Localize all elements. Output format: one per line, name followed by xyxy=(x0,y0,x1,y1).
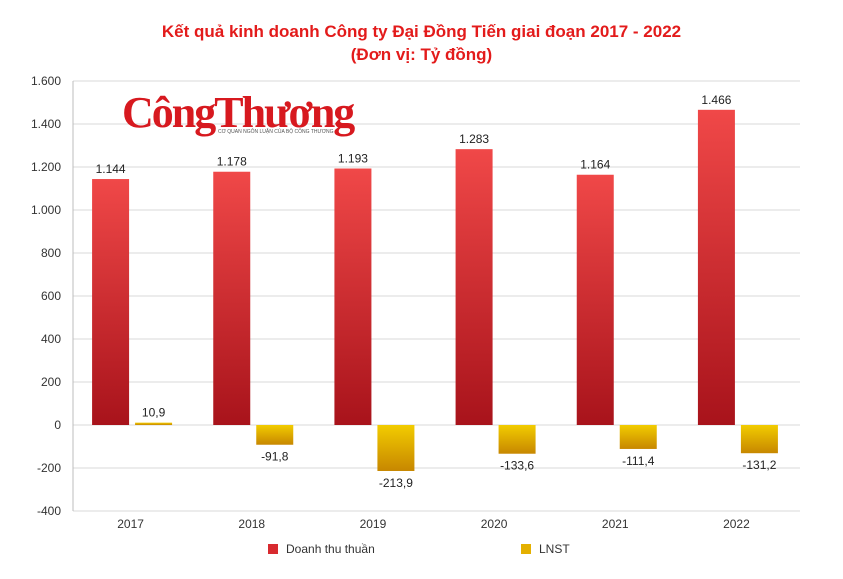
bar-revenue xyxy=(334,168,372,425)
bar-profit xyxy=(740,425,778,454)
data-label-revenue: 1.178 xyxy=(217,155,247,169)
data-label-profit: 10,9 xyxy=(142,406,166,420)
data-label-revenue: 1.193 xyxy=(338,152,368,166)
data-label-revenue: 1.144 xyxy=(96,162,126,176)
legend-label-profit: LNST xyxy=(539,542,570,556)
x-tick-label: 2021 xyxy=(602,517,629,531)
y-tick-label: -200 xyxy=(37,461,61,475)
legend-item-profit: LNST xyxy=(521,542,570,556)
chart-subtitle: (Đơn vị: Tỷ đồng) xyxy=(350,45,493,64)
y-tick-label: 0 xyxy=(54,418,61,432)
y-tick-label: 200 xyxy=(41,375,61,389)
data-label-profit: -91,8 xyxy=(261,450,289,464)
data-label-profit: -111,4 xyxy=(622,454,655,468)
y-tick-label: 600 xyxy=(41,289,61,303)
data-label-revenue: 1.283 xyxy=(459,132,489,146)
data-label-revenue: 1.164 xyxy=(580,158,610,172)
bar-profit xyxy=(498,425,536,454)
x-tick-label: 2017 xyxy=(117,517,144,531)
legend-swatch-revenue xyxy=(268,544,278,554)
data-label-revenue: 1.466 xyxy=(701,93,731,107)
x-tick-label: 2020 xyxy=(481,517,508,531)
data-label-profit: -213,9 xyxy=(379,476,413,490)
bar-revenue xyxy=(697,109,735,425)
y-tick-label: 800 xyxy=(41,246,61,260)
data-label-profit: -131,2 xyxy=(742,458,776,472)
logo-text: CôngThương xyxy=(122,88,355,137)
legend-item-revenue: Doanh thu thuần xyxy=(268,542,375,556)
bar-profit xyxy=(135,422,173,425)
chart-title: Kết quả kinh doanh Công ty Đại Đồng Tiến… xyxy=(161,22,682,41)
bar-revenue xyxy=(455,149,493,425)
logo-tagline: CƠ QUAN NGÔN LUẬN CỦA BỘ CÔNG THƯƠNG xyxy=(218,128,334,135)
y-tick-label: 1.000 xyxy=(31,203,61,217)
bar-profit xyxy=(377,425,415,471)
x-tick-label: 2019 xyxy=(360,517,387,531)
bar-revenue xyxy=(92,179,130,425)
bar-profit xyxy=(619,425,657,449)
y-tick-label: -400 xyxy=(37,504,61,518)
bar-profit xyxy=(256,425,294,445)
y-tick-label: 400 xyxy=(41,332,61,346)
x-tick-label: 2022 xyxy=(723,517,750,531)
bar-revenue xyxy=(576,174,614,425)
data-label-profit: -133,6 xyxy=(500,459,534,473)
y-tick-label: 1.400 xyxy=(31,117,61,131)
cong-thuong-logo: CôngThương CƠ QUAN NGÔN LUẬN CỦA BỘ CÔNG… xyxy=(122,88,357,137)
y-tick-label: 1.600 xyxy=(31,74,61,88)
y-tick-label: 1.200 xyxy=(31,160,61,174)
bar-revenue xyxy=(213,171,251,425)
legend-swatch-profit xyxy=(521,544,531,554)
legend-label-revenue: Doanh thu thuần xyxy=(286,542,375,556)
x-tick-label: 2018 xyxy=(238,517,265,531)
